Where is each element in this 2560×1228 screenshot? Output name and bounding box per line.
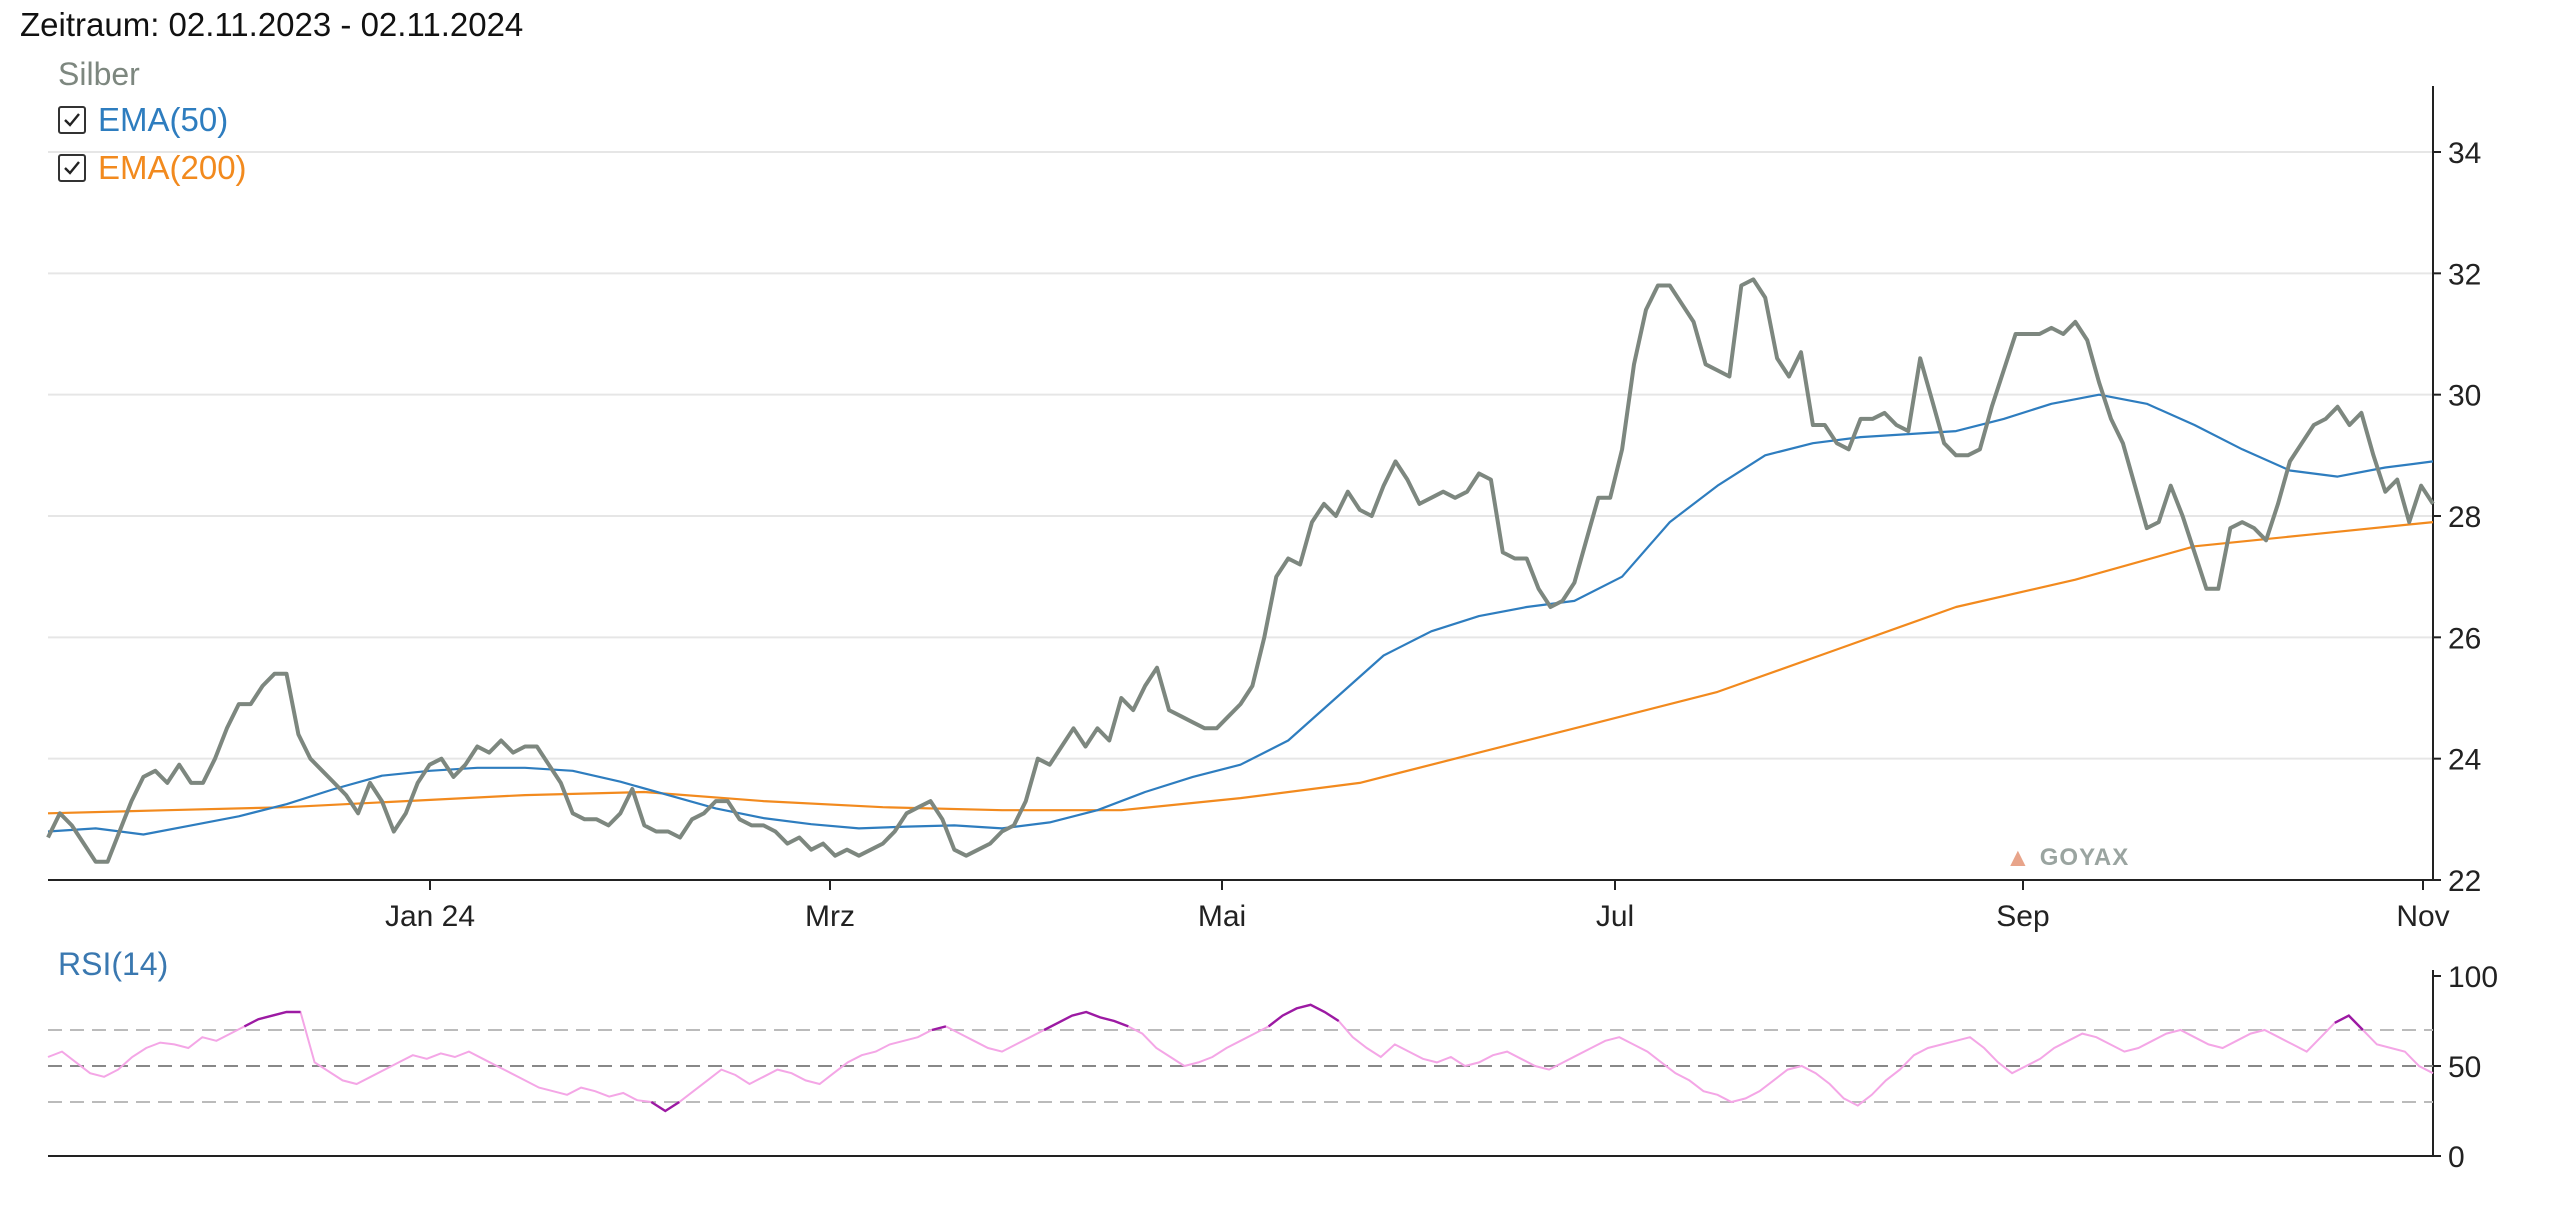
rsi-title: RSI(14) xyxy=(58,946,169,982)
bull-logo-icon: ▲ xyxy=(2005,842,2032,872)
x-tick-label: Sep xyxy=(1996,900,2049,933)
y-tick-label: 24 xyxy=(2448,744,2481,777)
x-tick-label: Jan 24 xyxy=(385,900,475,933)
rsi-line xyxy=(47,1003,2434,1113)
checkmark-icon xyxy=(64,113,80,127)
chart-legend: Silber EMA(50) EMA(200) xyxy=(58,52,247,192)
rsi-extreme-segment xyxy=(1267,1003,1340,1028)
legend-item-ema50[interactable]: EMA(50) xyxy=(58,96,247,144)
checkmark-icon xyxy=(64,161,80,175)
zeitraum-label: Zeitraum: 02.11.2023 - 02.11.2024 xyxy=(20,6,524,43)
rsi-extreme-segment xyxy=(931,1025,947,1032)
rsi-extreme-segment xyxy=(243,1010,301,1028)
y-tick-label: 26 xyxy=(2448,622,2481,655)
y-tick-label: 30 xyxy=(2448,380,2481,413)
goyax-watermark: ▲ GOYAX xyxy=(2005,842,2129,873)
y-tick-label: 28 xyxy=(2448,501,2481,534)
rsi-y-tick-label: 50 xyxy=(2448,1051,2481,1084)
ema200-checkbox[interactable] xyxy=(58,154,86,182)
x-tick-label: Nov xyxy=(2396,900,2449,933)
ema200-label[interactable]: EMA(200) xyxy=(98,149,247,186)
series-line-ema-50- xyxy=(47,393,2434,836)
watermark-text: GOYAX xyxy=(2039,843,2130,871)
ema50-checkbox[interactable] xyxy=(58,106,86,134)
rsi-y-tick-label: 0 xyxy=(2448,1141,2465,1174)
legend-item-ema200[interactable]: EMA(200) xyxy=(58,144,247,192)
series-line-silber xyxy=(46,277,2435,864)
x-tick-label: Mrz xyxy=(805,900,855,933)
y-tick-label: 22 xyxy=(2448,865,2481,898)
rsi-y-tick-label: 100 xyxy=(2448,961,2498,994)
ema50-label[interactable]: EMA(50) xyxy=(98,101,229,138)
rsi-extreme-segment xyxy=(650,1100,680,1113)
legend-title: Silber xyxy=(58,55,140,92)
rsi-extreme-segment xyxy=(1043,1010,1129,1032)
x-tick-label: Jul xyxy=(1596,900,1634,933)
series-line-ema-200- xyxy=(47,521,2434,815)
x-tick-label: Mai xyxy=(1198,900,1246,933)
rsi-extreme-segment xyxy=(2334,1014,2364,1031)
y-tick-label: 34 xyxy=(2448,137,2481,170)
y-tick-label: 32 xyxy=(2448,258,2481,291)
